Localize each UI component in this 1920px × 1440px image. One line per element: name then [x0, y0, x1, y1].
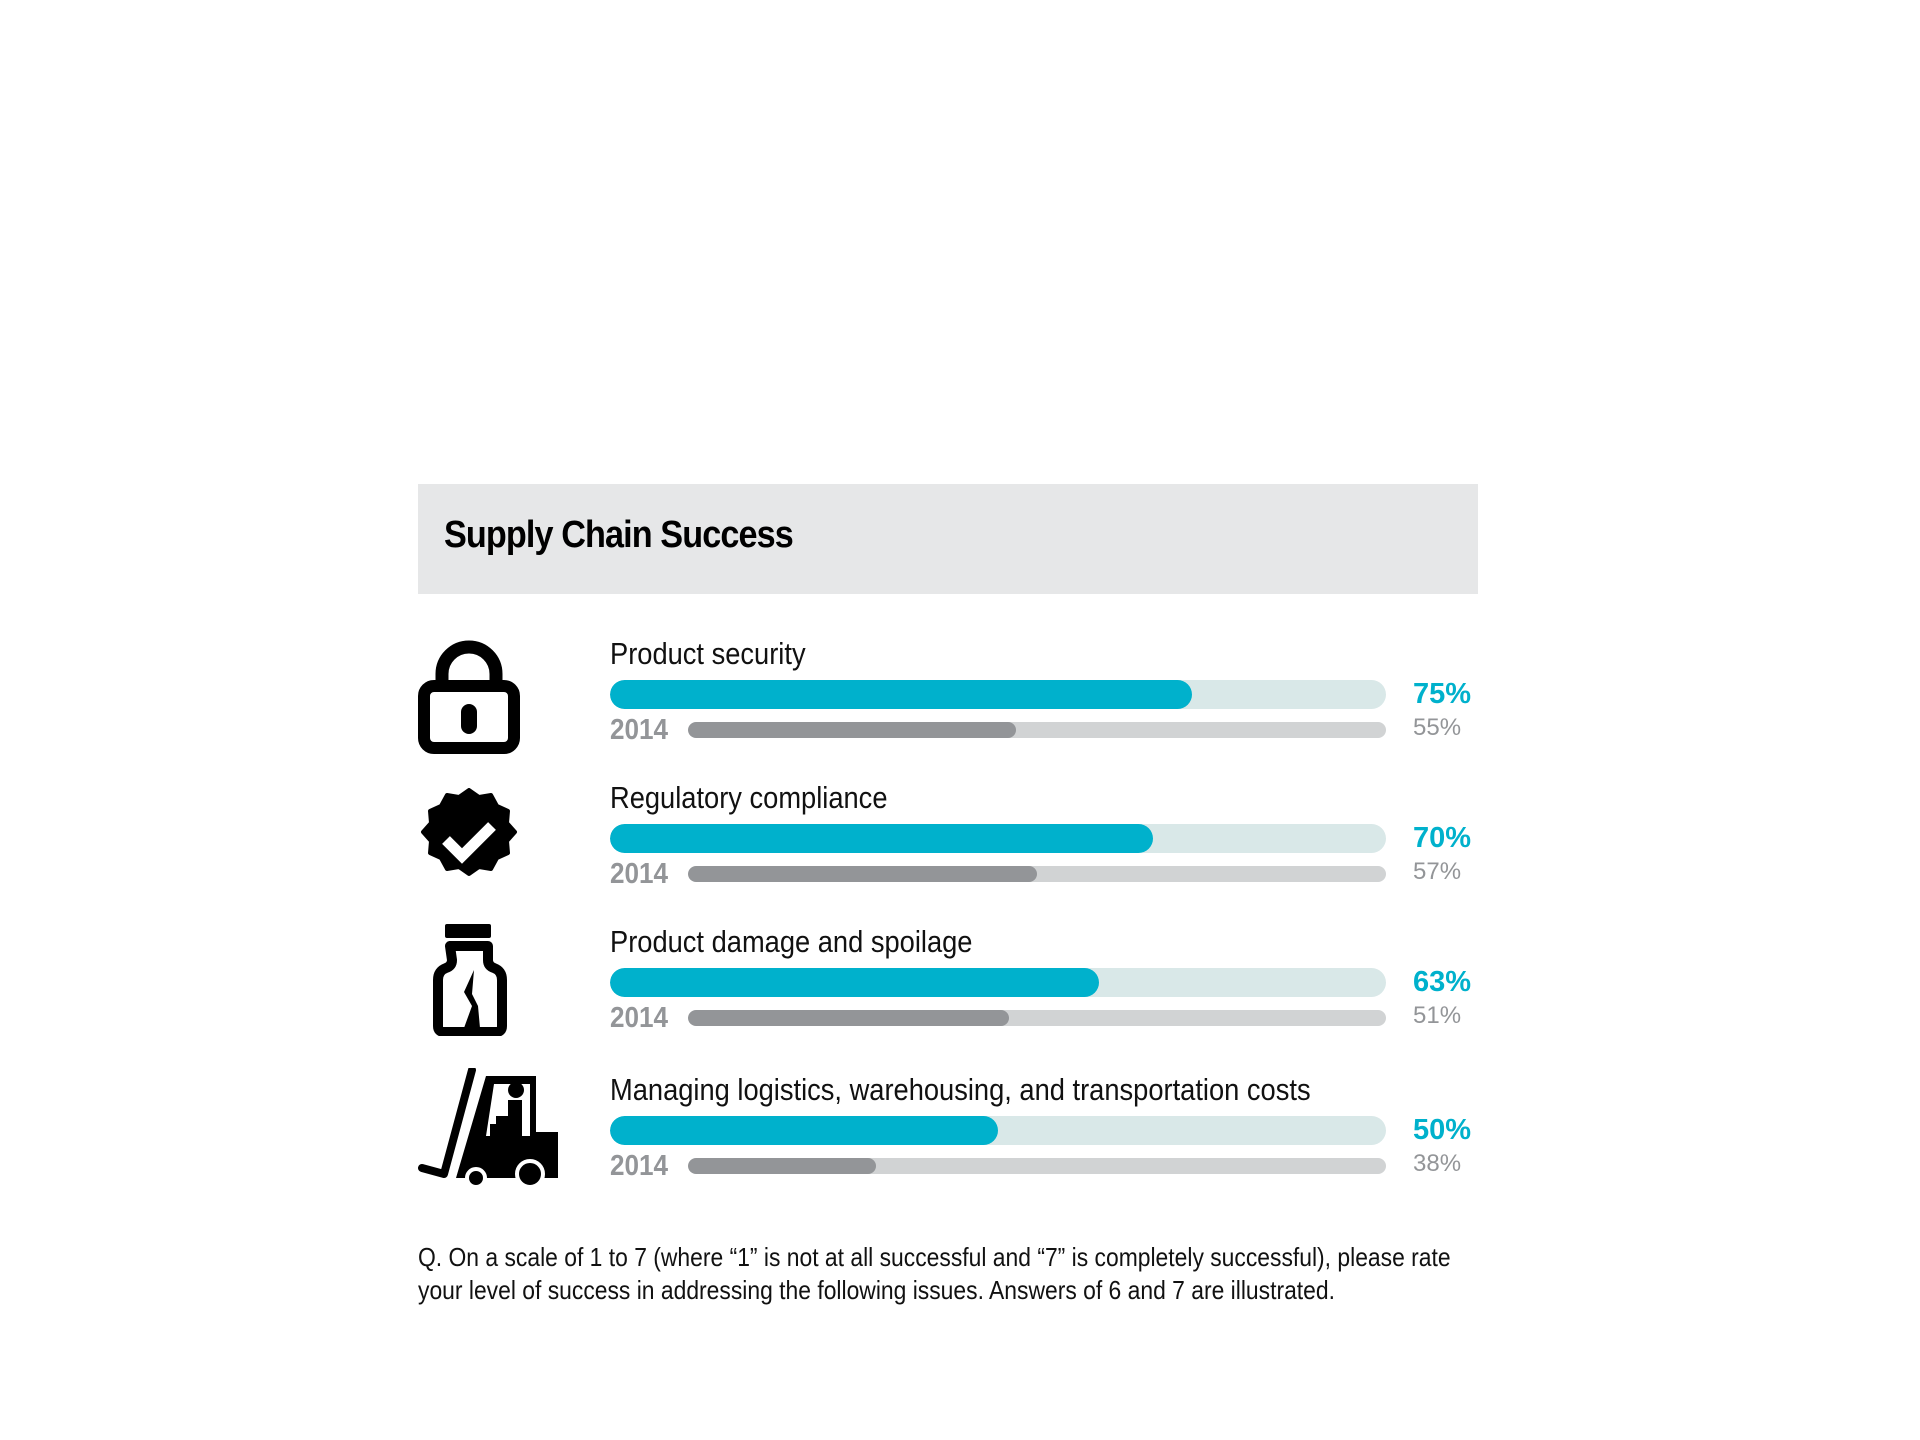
prior-bar: [688, 1010, 1010, 1026]
prior-bar: [688, 722, 1017, 738]
current-value: 75%: [1413, 678, 1472, 710]
current-bar-track: [610, 680, 1386, 709]
prior-year-label: 2014: [610, 714, 669, 746]
prior-year-label: 2014: [610, 1002, 669, 1034]
current-value: 50%: [1413, 1114, 1472, 1146]
forklift-icon: [418, 1068, 558, 1188]
prior-value: 57%: [1413, 858, 1462, 885]
chart-row: Regulatory compliance 2014 70% 57%: [0, 780, 1920, 920]
current-value: 63%: [1413, 966, 1472, 998]
chart-row: Managing logistics, warehousing, and tra…: [0, 1068, 1920, 1212]
current-bar-track: [610, 1116, 1386, 1145]
row-label: Managing logistics, warehousing, and tra…: [610, 1072, 1311, 1107]
prior-year-label: 2014: [610, 1150, 669, 1182]
prior-bar: [688, 866, 1037, 882]
prior-value: 51%: [1413, 1002, 1462, 1029]
badge-check-icon: [421, 788, 517, 876]
current-bar: [610, 680, 1192, 709]
prior-bar-track: [688, 1010, 1386, 1026]
prior-bar-track: [688, 1158, 1386, 1174]
prior-value: 38%: [1413, 1150, 1462, 1177]
prior-bar-track: [688, 722, 1386, 738]
row-label: Regulatory compliance: [610, 780, 888, 815]
current-bar: [610, 1116, 998, 1145]
prior-value: 55%: [1413, 714, 1462, 741]
row-label: Product damage and spoilage: [610, 924, 973, 959]
chart-row: Product damage and spoilage 2014 63% 51%: [0, 924, 1920, 1064]
chart-header: Supply Chain Success: [418, 484, 1478, 594]
prior-bar-track: [688, 866, 1386, 882]
broken-bottle-icon: [433, 924, 507, 1036]
current-bar-track: [610, 824, 1386, 853]
prior-year-label: 2014: [610, 858, 669, 890]
current-value: 70%: [1413, 822, 1472, 854]
row-label: Product security: [610, 636, 806, 671]
chart-title: Supply Chain Success: [444, 514, 794, 556]
current-bar-track: [610, 968, 1386, 997]
chart-row: Product security 2014 75% 55%: [0, 636, 1920, 776]
current-bar: [610, 968, 1099, 997]
current-bar: [610, 824, 1154, 853]
survey-question-footnote: Q. On a scale of 1 to 7 (where “1” is no…: [418, 1242, 1451, 1305]
lock-icon: [418, 640, 520, 754]
prior-bar: [688, 1158, 877, 1174]
